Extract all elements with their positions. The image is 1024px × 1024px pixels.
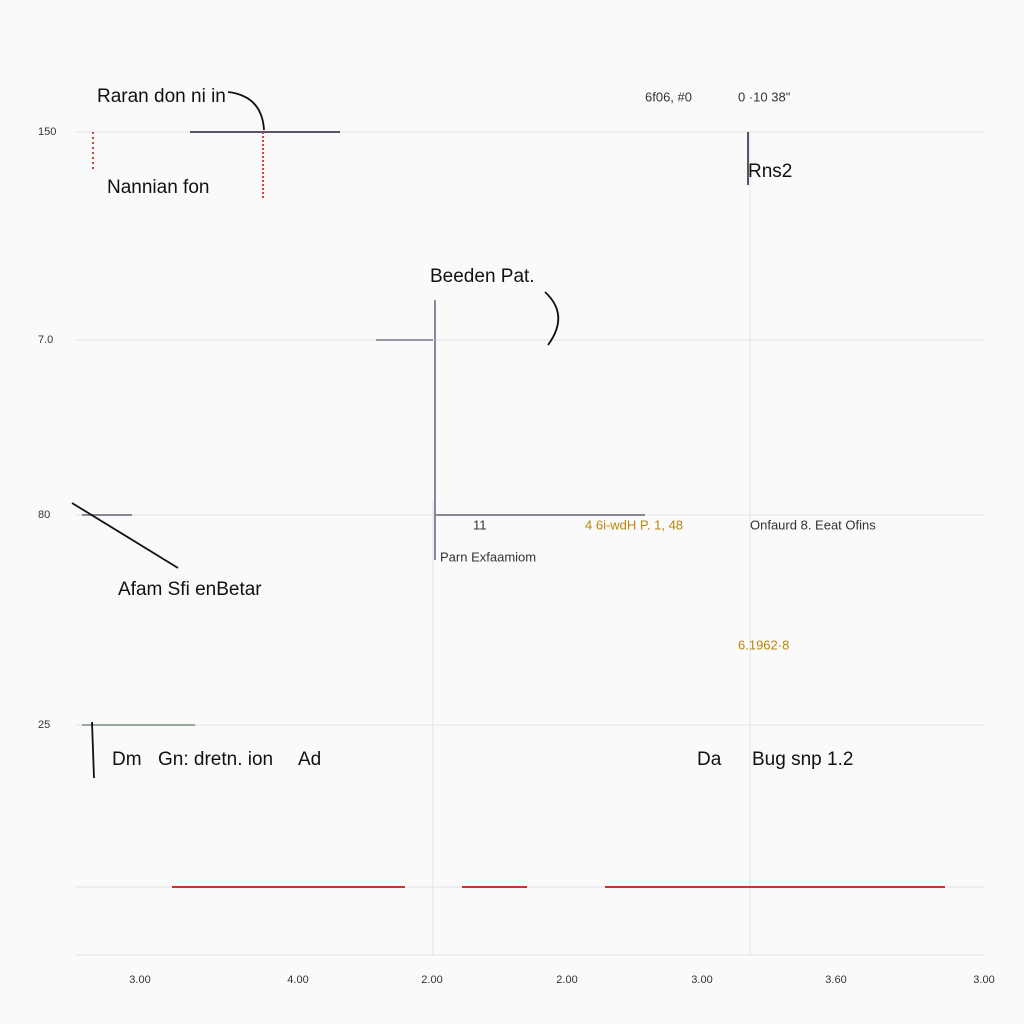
y-tick-label: 150 (38, 126, 56, 138)
annotation: Dm (112, 749, 142, 770)
annotation: Nannian fon (107, 177, 209, 198)
x-tick-label: 3.00 (129, 974, 150, 986)
arrow (91, 721, 95, 779)
annotation: 11 (473, 517, 487, 532)
arrow (544, 291, 560, 346)
x-tick-label: 3.00 (691, 974, 712, 986)
arrows (71, 91, 560, 779)
x-tick-label: 2.00 (421, 974, 442, 986)
marks (82, 131, 945, 888)
grid (75, 131, 985, 956)
annotation: Bug snp 1.2 (752, 749, 853, 770)
annotation: Raran don ni in (97, 86, 226, 107)
arrow (227, 91, 265, 131)
x-tick-label: 2.00 (556, 974, 577, 986)
annotation: Onfaurd 8. Eeat Ofins (750, 517, 876, 532)
y-tick-label: 80 (38, 509, 50, 521)
y-tick-label: 7.0 (38, 334, 53, 346)
annotation: Ad (298, 749, 321, 770)
y-tick-label: 25 (38, 719, 50, 731)
annotation: Afam Sfi enBetar (118, 579, 262, 600)
annotation: 6f06, #0 (645, 89, 692, 104)
annotation: Rns2 (748, 161, 792, 182)
x-tick-label: 4.00 (287, 974, 308, 986)
arrow (71, 502, 179, 569)
annotation: 0 ·10 38" (738, 89, 791, 104)
y-axis-labels: 150 7.0 80 25 (38, 126, 56, 731)
annotation: Beeden Pat. (430, 266, 535, 287)
annotation: 6.1962·8 (738, 637, 789, 652)
annotation: Gn: dretn. ion (158, 749, 273, 770)
annotations: Raran don ni in Nannian fon Beeden Pat. … (97, 86, 876, 770)
x-axis-labels: 3.00 4.00 2.00 2.00 3.00 3.60 3.00 (129, 974, 994, 986)
annotation: Parn Exfaamiom (440, 549, 536, 564)
x-tick-label: 3.00 (973, 974, 994, 986)
annotation: 4 6i-wdH P. 1, 48 (585, 517, 683, 532)
annotation: Da (697, 749, 722, 770)
x-tick-label: 3.60 (825, 974, 846, 986)
